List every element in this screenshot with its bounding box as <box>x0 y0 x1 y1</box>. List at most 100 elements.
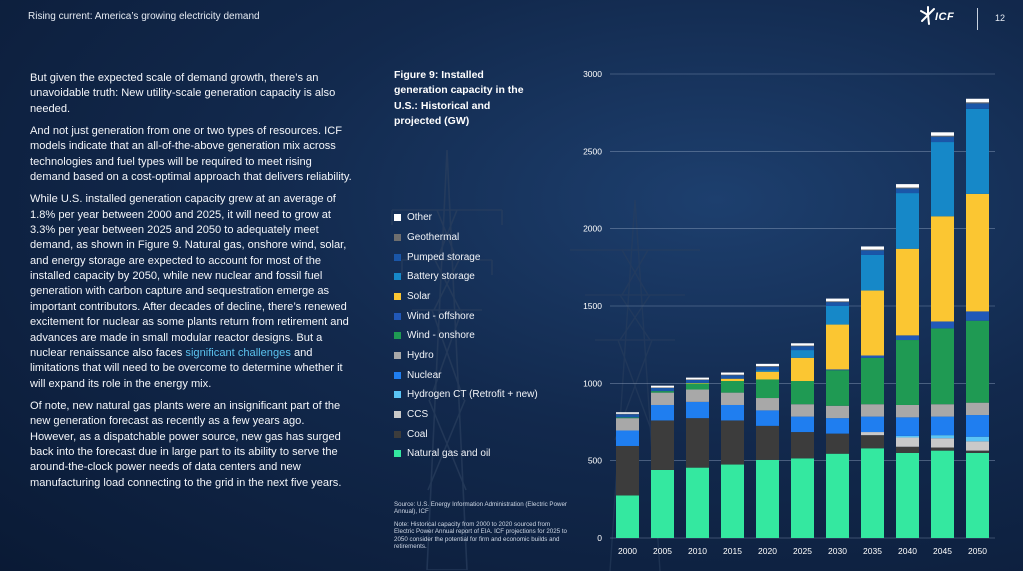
bar-2000-hydro <box>616 418 639 431</box>
bar-2020-other <box>756 363 779 367</box>
bar-2045-natural-gas-and-oil <box>931 450 954 538</box>
bar-2045-other <box>931 132 954 136</box>
capacity-chart: 0 500 1000 1500 2000 2500 3000 2000 2005 2010 2015… <box>583 69 995 556</box>
bar-2045-hydrogen-ct-retrofit-new <box>931 435 954 439</box>
bar-2015-coal <box>721 420 744 465</box>
legend-label-pumped-storage: Pumped storage <box>407 251 481 263</box>
y-tick-label-0: 0 <box>597 533 602 543</box>
bar-2035-wind-onshore <box>861 357 884 405</box>
transmission-tower-icon <box>391 150 503 570</box>
legend-swatch-wind-offshore <box>394 312 401 320</box>
bar-2015-nuclear <box>721 404 744 421</box>
legend-item-battery-storage: Battery storage <box>394 267 538 287</box>
x-tick-label-2005: 2005 <box>653 546 672 556</box>
bar-2025-coal <box>791 432 814 459</box>
bar-2025-geothermal <box>791 345 814 347</box>
bar-2005-geothermal <box>651 387 674 389</box>
legend-swatch-wind-onshore <box>394 332 401 340</box>
x-tick-label-2040: 2040 <box>898 546 917 556</box>
figure-title: Figure 9: Installed generation capacity … <box>394 69 524 127</box>
bar-2035-battery-storage <box>861 254 884 291</box>
bar-2050-pumped-storage <box>966 103 989 109</box>
bar-2040-coal <box>896 446 919 453</box>
x-tick-label-2010: 2010 <box>688 546 707 556</box>
bar-2000-pumped-storage <box>616 414 639 418</box>
legend-item-pumped-storage: Pumped storage <box>394 247 538 267</box>
legend-label-natural-gas-and-oil: Natural gas and oil <box>407 448 491 460</box>
bar-2040-wind-onshore <box>896 340 919 405</box>
bar-2005-pumped-storage <box>651 387 674 392</box>
legend-swatch-battery-storage <box>394 273 401 281</box>
y-tick-label-3000: 3000 <box>583 69 602 79</box>
bar-2015-other <box>721 372 744 375</box>
legend-label-nuclear: Nuclear <box>407 369 442 381</box>
bar-2005-nuclear <box>651 404 674 421</box>
bar-2030-pumped-storage <box>826 302 849 306</box>
x-tick-label-2015: 2015 <box>723 546 742 556</box>
legend-swatch-coal <box>394 430 401 438</box>
bar-2045-solar <box>931 216 954 322</box>
legend-label-ccs: CCS <box>407 408 429 420</box>
bar-2045-nuclear <box>931 416 954 436</box>
bar-2000-wind-onshore <box>616 417 639 419</box>
bar-2020-solar <box>756 371 779 380</box>
legend-swatch-pumped-storage <box>394 253 401 261</box>
paragraph-1: But given the expected scale of demand g… <box>30 72 336 115</box>
x-tick-label-2000: 2000 <box>618 546 637 556</box>
bar-2040-natural-gas-and-oil <box>896 452 919 538</box>
bar-2035-geothermal <box>861 249 884 251</box>
bar-2000-geothermal <box>616 413 639 415</box>
bar-2030-other <box>826 298 849 302</box>
bar-2025-other <box>791 343 814 346</box>
bar-2015-hydro <box>721 392 744 405</box>
transmission-tower-icon-2 <box>570 200 700 571</box>
bar-2035-hydro <box>861 404 884 417</box>
bar-2035-other <box>861 246 884 250</box>
legend-label-coal: Coal <box>407 428 428 440</box>
bar-2020-hydro <box>756 398 779 411</box>
legend-item-other: Other <box>394 208 538 228</box>
legend-swatch-hydro <box>394 351 401 359</box>
legend-item-hydrogen-ct-retrofit-new: Hydrogen CT (Retrofit + new) <box>394 385 538 405</box>
chart-legend: Other Geothermal Pumped storage Battery sto… <box>394 208 538 464</box>
icf-logo-icon <box>920 6 935 25</box>
bar-2000-other <box>616 412 639 414</box>
bar-2010-coal <box>686 418 709 468</box>
y-tick-label-1000: 1000 <box>583 378 602 388</box>
legend-label-solar: Solar <box>407 290 431 302</box>
legend-item-ccs: CCS <box>394 405 538 425</box>
bar-2015-wind-onshore <box>721 381 744 393</box>
bar-2045-ccs <box>931 438 954 448</box>
paragraph-2: And not just generation from one or two … <box>30 125 352 184</box>
bar-2030-coal <box>826 433 849 454</box>
bar-2035-solar <box>861 290 884 356</box>
paragraph-3-text-a: While U.S. installed generation capacity… <box>30 193 349 359</box>
bar-2050-geothermal <box>966 102 989 104</box>
bar-2040-nuclear <box>896 417 919 436</box>
significant-challenges-link[interactable]: significant challenges <box>185 346 291 359</box>
bar-2010-wind-onshore <box>686 383 709 390</box>
bar-2025-hydro <box>791 404 814 417</box>
legend-label-other: Other <box>407 212 433 224</box>
bar-2040-battery-storage <box>896 193 919 249</box>
bar-2005-other <box>651 385 674 388</box>
bar-2040-ccs <box>896 437 919 447</box>
legend-label-wind-onshore: Wind - onshore <box>407 330 475 342</box>
page-number: 12 <box>995 13 1006 23</box>
bar-2025-battery-storage <box>791 350 814 358</box>
bar-2020-nuclear <box>756 410 779 426</box>
legend-item-natural-gas-and-oil: Natural gas and oil <box>394 444 538 464</box>
bar-2025-nuclear <box>791 416 814 433</box>
bar-2030-solar <box>826 324 849 370</box>
bar-2015-pumped-storage <box>721 375 744 379</box>
page-header-title: Rising current: America’s growing electr… <box>28 11 260 22</box>
bar-2025-natural-gas-and-oil <box>791 458 814 538</box>
bar-2035-pumped-storage <box>861 250 884 255</box>
bar-2020-coal <box>756 425 779 460</box>
bar-2030-geothermal <box>826 301 849 303</box>
bar-2000-natural-gas-and-oil <box>616 495 639 538</box>
bar-2040-hydrogen-ct-retrofit-new <box>896 435 919 438</box>
note-text: Note: Historical capacity from 2000 to 2… <box>394 520 567 551</box>
bar-2020-battery-storage <box>756 370 779 372</box>
bar-2050-nuclear <box>966 415 989 437</box>
